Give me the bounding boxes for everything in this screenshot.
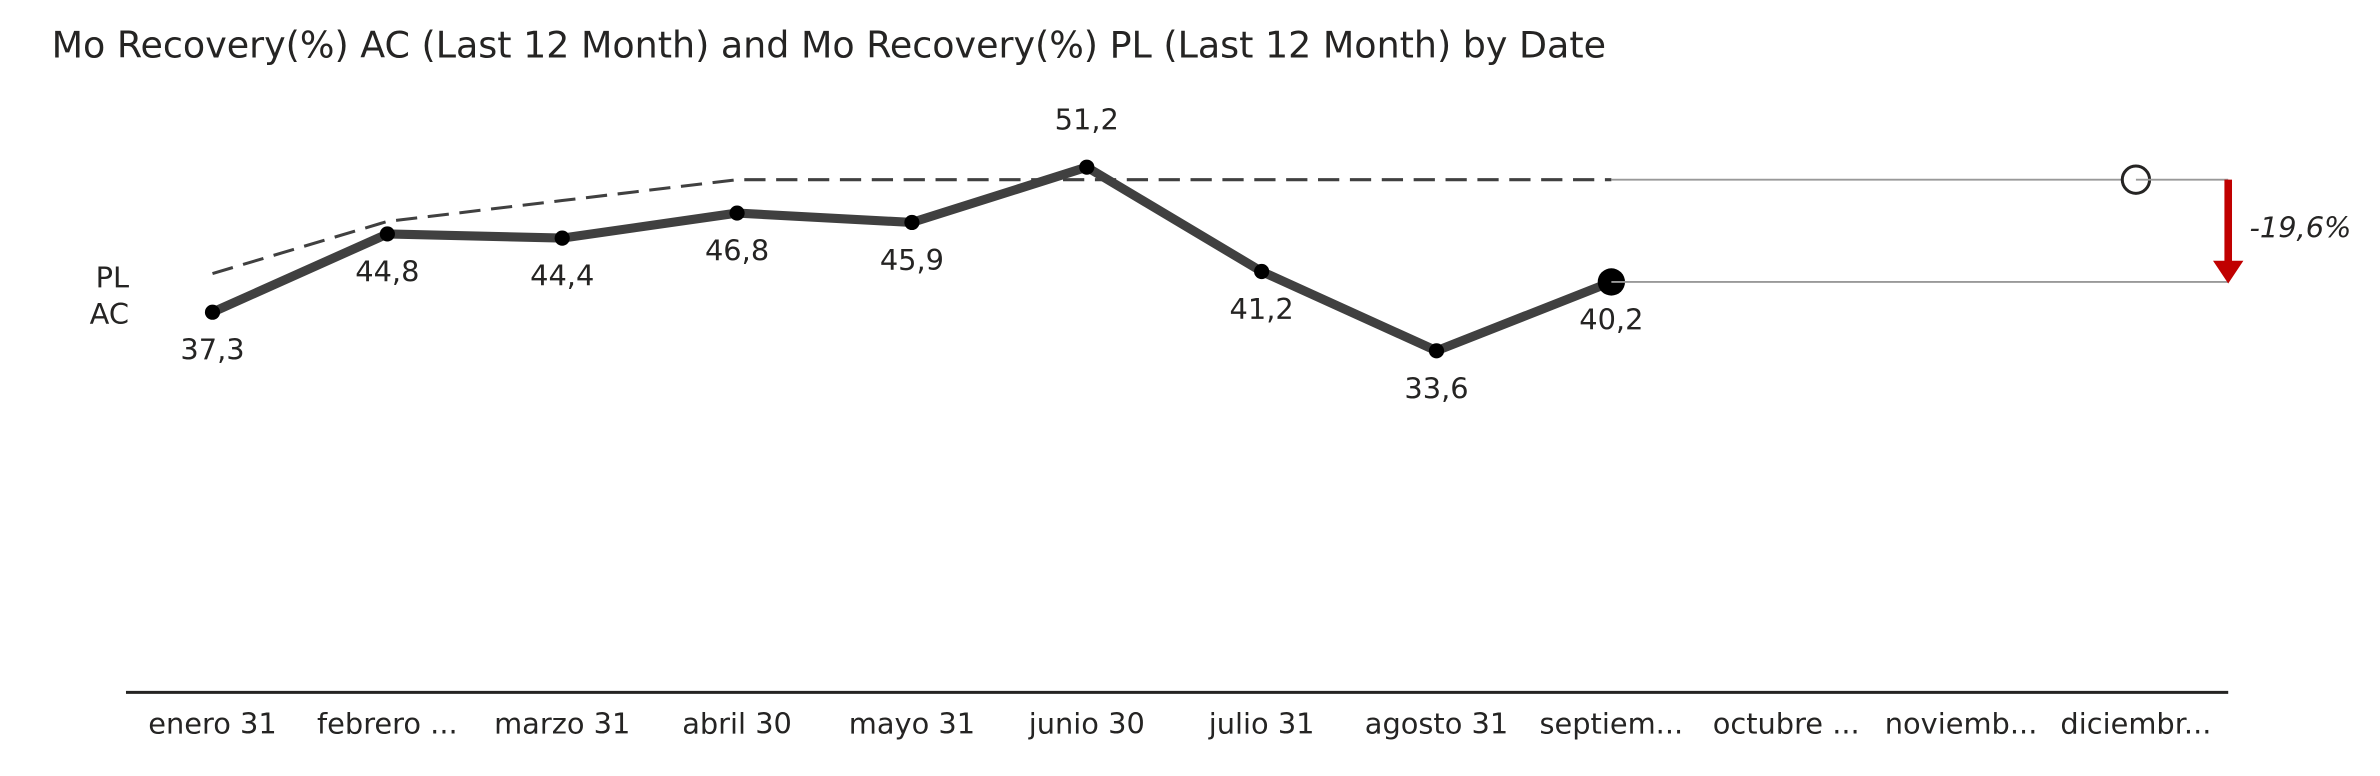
ac-point xyxy=(204,304,221,320)
x-tick-label: septiem... xyxy=(1540,707,1684,741)
data-label: 44,4 xyxy=(530,259,594,293)
x-tick-label: agosto 31 xyxy=(1365,707,1508,741)
ac-point xyxy=(1254,263,1270,280)
data-label: 37,3 xyxy=(180,333,244,367)
x-tick-label: noviemb... xyxy=(1885,707,2038,741)
variance-arrowhead xyxy=(2213,260,2244,284)
series-label: PL xyxy=(96,260,129,294)
data-label: 33,6 xyxy=(1404,371,1468,405)
x-tick-label: octubre ... xyxy=(1713,707,1860,741)
data-label: 44,8 xyxy=(355,254,419,288)
data-label: 41,2 xyxy=(1230,292,1294,326)
x-tick-label: enero 31 xyxy=(148,707,276,741)
x-tick-label: abril 30 xyxy=(682,707,792,741)
ac-point xyxy=(904,214,920,231)
series-label: AC xyxy=(90,297,129,331)
x-tick-label: mayo 31 xyxy=(849,707,975,741)
x-tick-label: junio 30 xyxy=(1028,707,1145,741)
data-label: 45,9 xyxy=(880,243,944,277)
data-label: 51,2 xyxy=(1055,103,1119,137)
pl-line xyxy=(212,178,1612,276)
x-tick-label: diciembr... xyxy=(2060,707,2211,741)
data-label: 40,2 xyxy=(1579,302,1643,336)
ac-point xyxy=(1079,159,1095,175)
ac-point xyxy=(379,226,395,242)
variance-label: -19,6% xyxy=(2249,210,2351,244)
x-tick-label: marzo 31 xyxy=(494,707,630,741)
x-tick-label: julio 31 xyxy=(1208,707,1315,741)
ac-point xyxy=(1428,343,1445,359)
data-label: 46,8 xyxy=(705,234,769,268)
chart-title: Mo Recovery(%) AC (Last 12 Month) and Mo… xyxy=(52,24,1606,67)
ac-point xyxy=(554,230,570,246)
ac-point xyxy=(729,205,745,221)
x-tick-label: febrero ... xyxy=(317,707,458,741)
